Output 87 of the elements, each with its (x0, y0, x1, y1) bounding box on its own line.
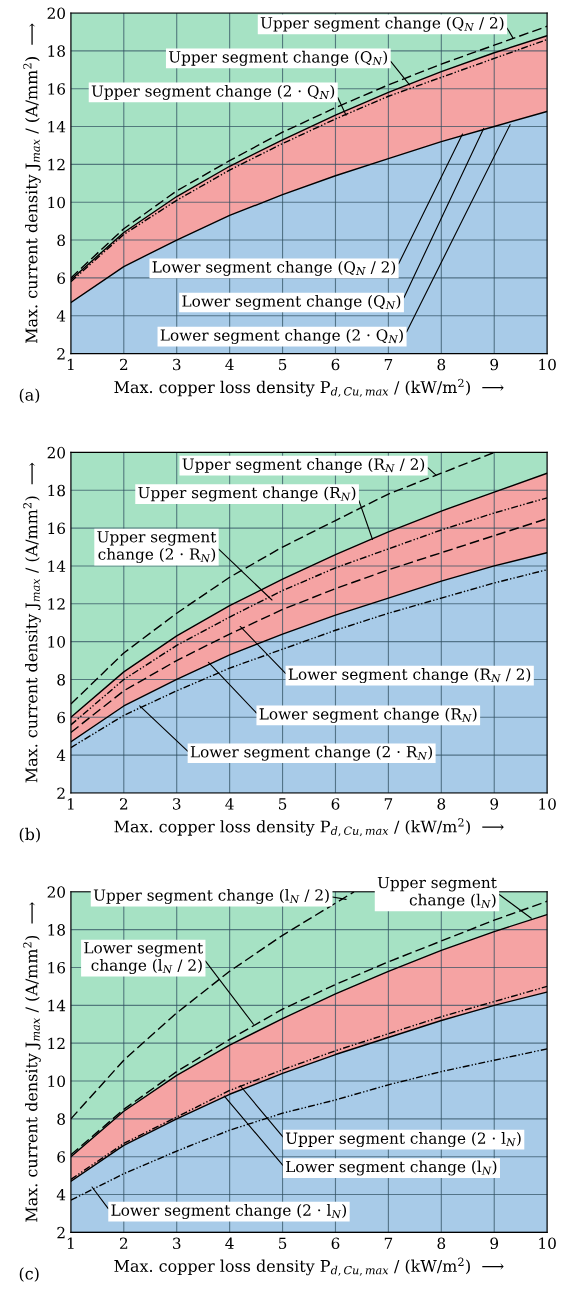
text: (b) (19, 827, 40, 843)
x-tick-label: 5 (278, 798, 287, 810)
x-tick-label: 6 (331, 798, 340, 810)
y-tick-label: 20 (47, 886, 65, 898)
y-tick-label: 12 (48, 598, 65, 610)
x-tick-label: 4 (225, 798, 234, 810)
annotation: Upper segment change (l$_{N}$) (377, 876, 497, 909)
text: (c) (19, 1267, 39, 1282)
x-tick-label: 9 (490, 798, 499, 810)
y-tick-label: 12 (48, 1037, 65, 1049)
x-tick-label: 1 (67, 798, 74, 810)
text: (a) (19, 388, 40, 404)
y-tick-label: 6 (57, 1151, 66, 1163)
y-tick-label: 6 (57, 711, 66, 724)
y-tick-label: 6 (57, 272, 66, 284)
x-tick-label: 2 (119, 798, 128, 810)
y-axis-title: Max. current density J$_{max}$ / (A/mm$^{2}$) ⟶ (23, 23, 41, 344)
x-tick-label: 10 (539, 358, 556, 371)
x-tick-label: 8 (437, 358, 446, 371)
x-tick-label: 8 (437, 798, 446, 810)
x-tick-label: 3 (173, 798, 181, 810)
y-tick-label: 4 (56, 749, 66, 761)
y-tick-label: 16 (48, 961, 66, 974)
y-tick-label: 18 (48, 45, 65, 57)
y-tick-label: 12 (48, 158, 65, 171)
annotation: Lower segment change (2 · R$_{N}$) (190, 745, 433, 761)
annotation: Upper segment change (Q$_{N}$ / 2) (260, 16, 504, 32)
y-tick-label: 4 (56, 310, 66, 322)
y-tick-label: 8 (57, 673, 65, 686)
x-tick-label: 9 (490, 358, 499, 371)
x-tick-label: 3 (173, 358, 181, 371)
y-tick-label: 2 (57, 1226, 65, 1239)
annotation: Upper segment change (Q$_{N}$) (168, 50, 388, 66)
y-tick-label: 4 (56, 1189, 66, 1201)
annotation: Upper segment change (2 · l$_{N}$) (285, 1132, 521, 1148)
x-axis-title: Max. copper loss density P$_{d,Cu,max}$ / (kW/m$^{2}$) ⟶ (114, 1257, 504, 1276)
x-tick-label: 5 (278, 358, 287, 371)
annotation: Lower segment change (Q$_{N}$) (182, 294, 401, 310)
annotation: Lower segment change (Q$_{N}$ / 2) (152, 260, 396, 276)
x-tick-label: 6 (331, 1237, 340, 1250)
x-tick-label: 7 (384, 358, 393, 371)
x-tick-label: 1 (67, 1237, 74, 1249)
y-tick-label: 16 (48, 83, 66, 95)
annotation: Lower segment change (2 · Q$_{N}$) (160, 329, 403, 345)
x-tick-label: 2 (119, 1237, 128, 1249)
x-tick-label: 6 (331, 358, 340, 371)
x-tick-label: 4 (225, 1237, 234, 1249)
y-tick-label: 2 (57, 348, 65, 360)
y-tick-label: 14 (48, 560, 66, 572)
x-axis-title: Max. copper loss density P$_{d,Cu,max}$ / (kW/m$^{2}$) ⟶ (114, 818, 504, 837)
x-tick-label: 3 (173, 1237, 181, 1250)
x-tick-label: 7 (384, 1237, 393, 1249)
x-tick-label: 4 (225, 358, 234, 371)
x-tick-label: 9 (490, 1237, 499, 1250)
y-tick-label: 16 (48, 522, 66, 535)
annotation: Lower segment change (l$_{N}$) (286, 1160, 497, 1176)
y-tick-label: 14 (48, 121, 66, 133)
y-tick-label: 20 (47, 7, 65, 20)
x-tick-label: 10 (539, 798, 556, 810)
annotation: Upper segment change (R$_{N}$ / 2) (182, 458, 425, 474)
x-axis-title: Max. copper loss density P$_{d,Cu,max}$ / (kW/m$^{2}$) ⟶ (114, 378, 504, 397)
y-tick-label: 2 (57, 787, 65, 799)
x-tick-label: 8 (437, 1237, 446, 1250)
x-tick-label: 2 (119, 358, 128, 371)
x-tick-label: 10 (539, 1237, 556, 1250)
y-tick-label: 14 (48, 999, 66, 1012)
annotation: Upper segment change (2 · Q$_{N}$) (91, 84, 335, 100)
annotation: Upper segment change (2 · R$_{N}$) (97, 531, 217, 564)
annotation: Lower segment change (R$_{N}$) (259, 707, 477, 723)
y-axis-title: Max. current density J$_{max}$ / (A/mm$^{2}$) ⟶ (23, 902, 41, 1222)
x-tick-label: 5 (278, 1237, 287, 1250)
x-tick-label: 1 (67, 358, 74, 371)
annotation: Upper segment change (R$_{N}$) (138, 486, 356, 502)
annotation: Upper segment change (l$_{N}$ / 2) (93, 888, 329, 904)
y-tick-label: 10 (48, 1075, 65, 1088)
y-tick-label: 10 (48, 196, 65, 209)
y-tick-label: 10 (48, 636, 65, 648)
x-tick-label: 7 (384, 798, 393, 810)
annotation: Lower segment change (2 · l$_{N}$) (111, 1204, 347, 1220)
y-tick-label: 18 (48, 484, 65, 497)
y-tick-label: 8 (57, 234, 65, 247)
y-axis-title: Max. current density J$_{max}$ / (A/mm$^{2}$) ⟶ (23, 462, 41, 783)
y-tick-label: 8 (57, 1113, 65, 1125)
annotation: Lower segment change (R$_{N}$ / 2) (288, 668, 531, 684)
annotation: Lower segment change (l$_{N}$ / 2) (84, 942, 204, 975)
y-tick-label: 20 (47, 446, 65, 459)
y-tick-label: 18 (48, 924, 65, 936)
